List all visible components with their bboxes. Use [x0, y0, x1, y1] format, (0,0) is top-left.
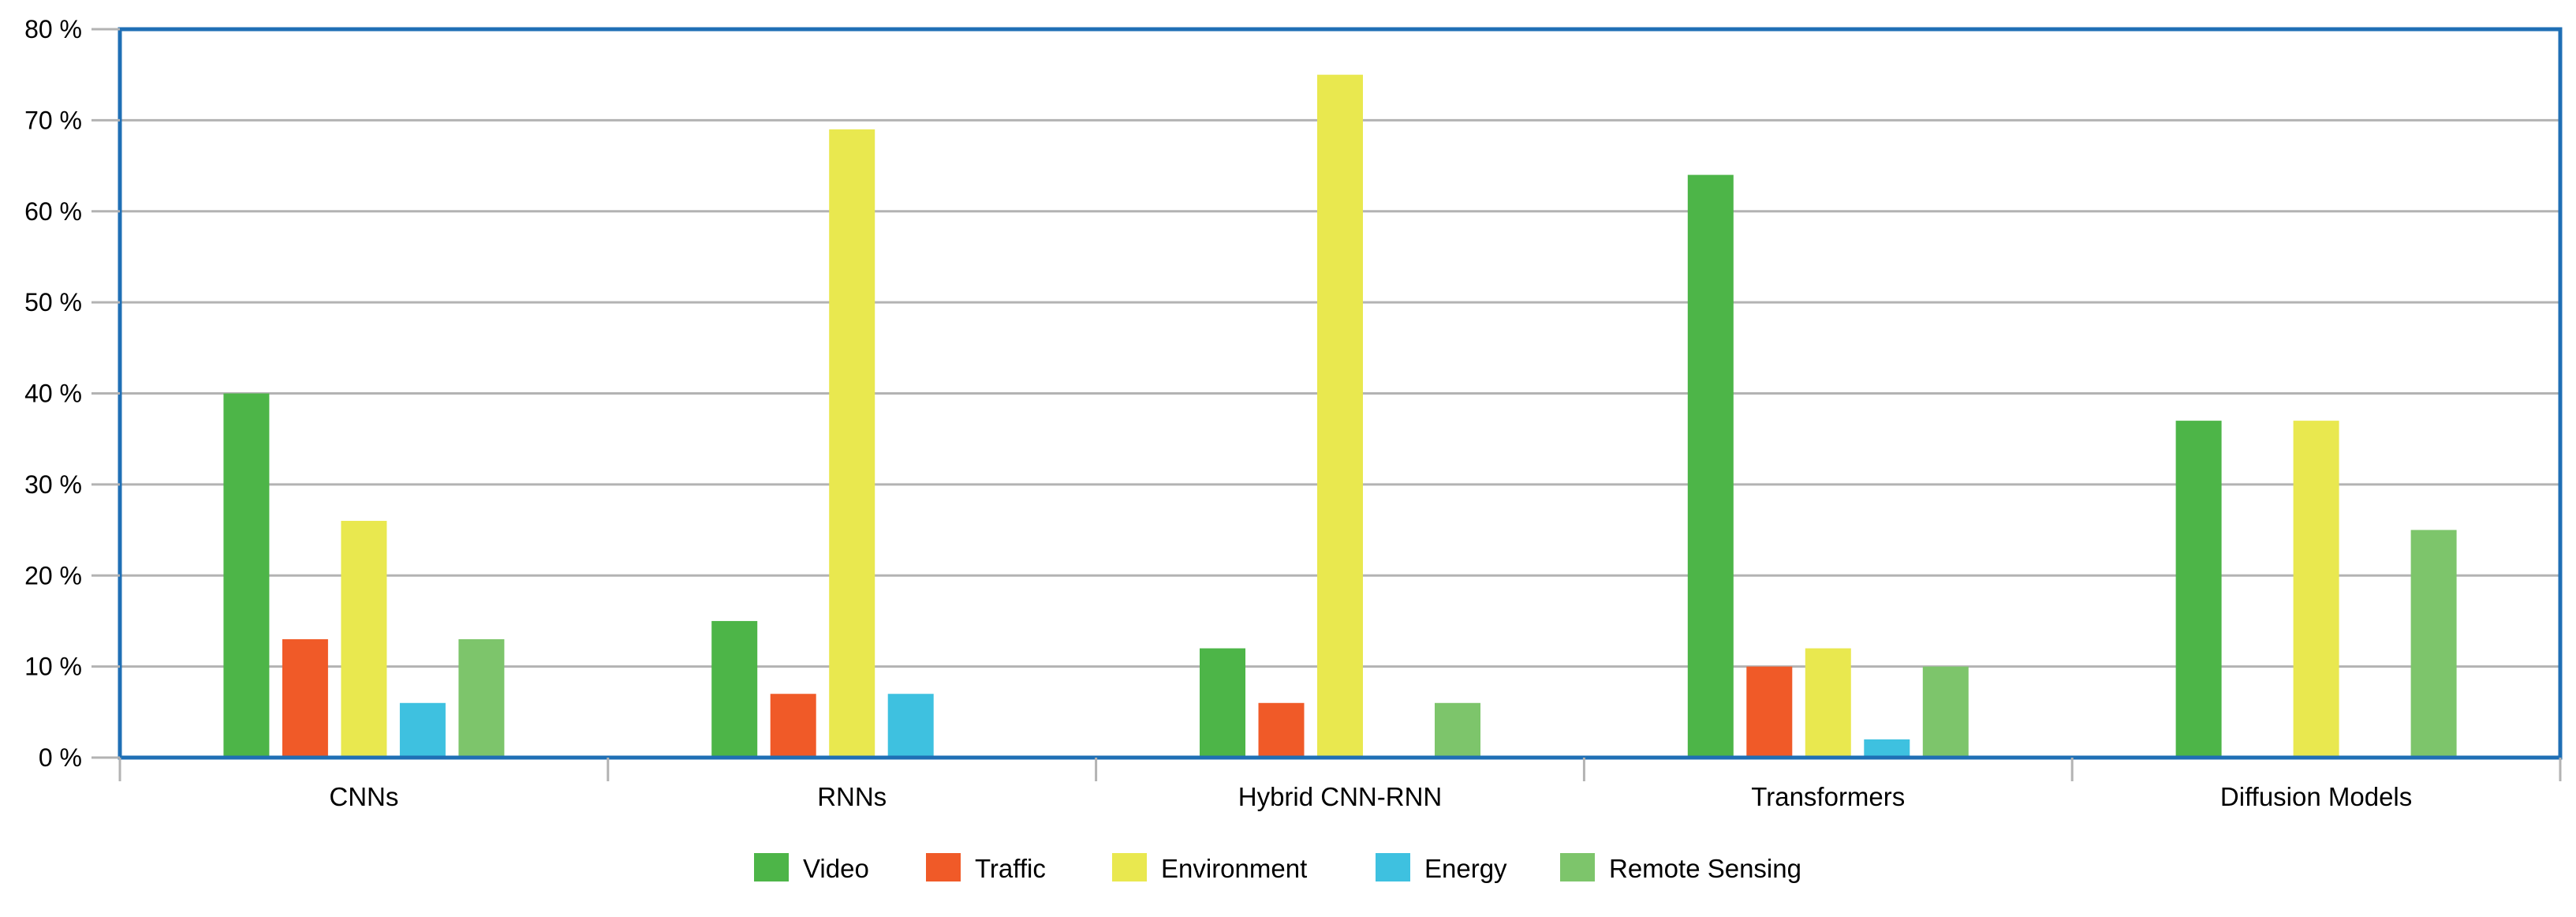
legend-label: Remote Sensing: [1609, 854, 1801, 883]
bars: [223, 74, 2457, 758]
bar: [2410, 530, 2457, 758]
legend-label: Video: [803, 854, 869, 883]
legend-item: Traffic: [926, 853, 1046, 883]
x-tick-label: RNNs: [817, 782, 887, 811]
legend-swatch: [1376, 853, 1410, 881]
legend: Video Traffic Environment Energy Remote Sens…: [754, 853, 1801, 883]
x-tick-label: Hybrid CNN-RNN: [1238, 782, 1443, 811]
bar: [399, 702, 446, 758]
bar: [770, 694, 816, 758]
bar: [1805, 648, 1851, 758]
y-tick-label: 60 %: [24, 197, 82, 226]
legend-label: Energy: [1424, 854, 1507, 883]
y-tick-label: 80 %: [24, 15, 82, 43]
bar: [711, 620, 758, 758]
legend-item: Remote Sensing: [1560, 853, 1801, 883]
bar: [458, 639, 505, 758]
legend-swatch: [926, 853, 961, 881]
legend-swatch: [754, 853, 789, 881]
x-tick-label: Transformers: [1751, 782, 1905, 811]
legend-item: Video: [754, 853, 869, 883]
bar: [829, 129, 875, 758]
x-axis: CNNs RNNs Hybrid CNN-RNN Transformers Diffus…: [118, 755, 2562, 811]
legend-label: Traffic: [975, 854, 1046, 883]
bar: [341, 521, 387, 758]
y-tick-label: 70 %: [24, 106, 82, 134]
bar: [1687, 174, 1734, 758]
legend-swatch: [1112, 853, 1147, 881]
y-tick-label: 40 %: [24, 380, 82, 408]
bar: [2175, 421, 2222, 758]
y-tick-label: 20 %: [24, 561, 82, 590]
legend-label: Environment: [1161, 854, 1307, 883]
bar: [1922, 666, 1969, 758]
y-tick-label: 50 %: [24, 288, 82, 316]
y-axis: 0 % 10 % 20 % 30 % 40 % 50 % 60 % 70 % 80 %: [24, 15, 120, 772]
bar: [282, 639, 328, 758]
bar: [1200, 648, 1245, 758]
y-tick-label: 30 %: [24, 470, 82, 499]
bar: [1258, 702, 1305, 758]
bar: [887, 694, 934, 758]
legend-item: Energy: [1376, 853, 1507, 883]
y-tick-label: 0 %: [39, 743, 82, 772]
legend-item: Environment: [1112, 853, 1307, 883]
x-tick-label: CNNs: [329, 782, 398, 811]
bar: [223, 393, 270, 758]
bar: [1317, 74, 1363, 758]
bar: [1864, 739, 1910, 758]
x-tick-label: Diffusion Models: [2220, 782, 2412, 811]
bar: [1435, 702, 1480, 758]
bar: [2293, 421, 2339, 758]
y-tick-label: 10 %: [24, 653, 82, 681]
legend-swatch: [1560, 853, 1595, 881]
bar: [1746, 666, 1793, 758]
